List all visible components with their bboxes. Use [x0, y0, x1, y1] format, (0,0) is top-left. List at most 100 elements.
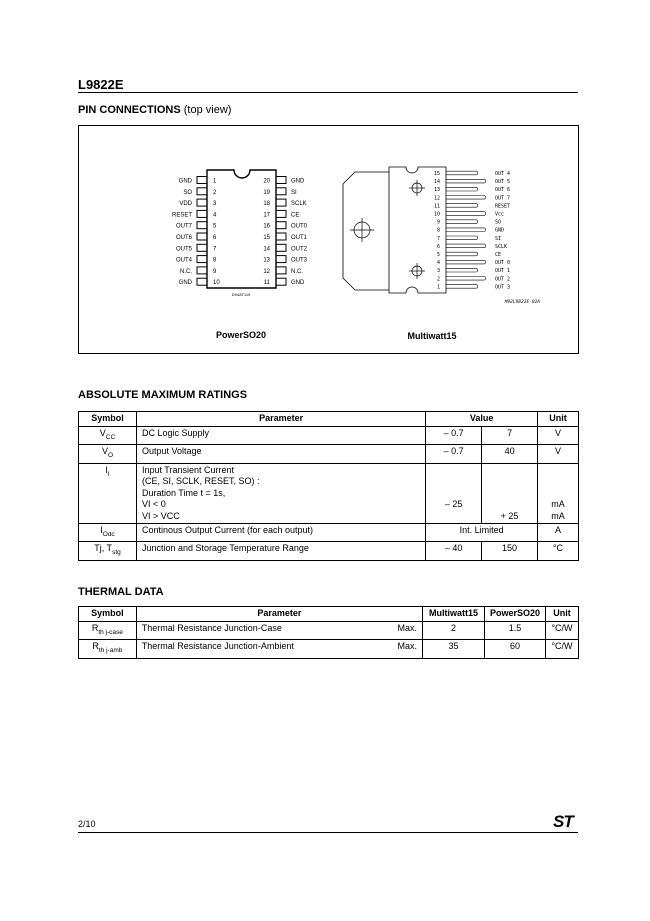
pin-lead [446, 276, 487, 281]
pin-lead [446, 227, 487, 232]
parameter-cell: Junction and Storage Temperature Range [135, 541, 427, 561]
pin-name: GND [179, 280, 193, 286]
pin-name: GND [291, 179, 305, 185]
pin-number: 3 [213, 201, 217, 207]
pin-number: 4 [437, 260, 440, 266]
min-value: – 25 [444, 499, 463, 510]
parameter-line: Output Voltage [141, 446, 202, 457]
table-row: IOdc Continous Output Current (for each o… [78, 523, 579, 543]
symbol-cell: Rth j-case [78, 620, 137, 641]
symbol-subscript: I [107, 470, 110, 478]
pin-lead [275, 176, 287, 184]
symbol: V [99, 428, 106, 438]
pin-name: OUT 1 [495, 268, 510, 274]
pin-number: 6 [437, 244, 440, 250]
table-row: VO Output Voltage – 0.7 40 V [78, 444, 579, 464]
max-value-cell: 150 [481, 541, 539, 561]
unit-cell: °C/W [544, 620, 580, 641]
header-parameter: Parameter [135, 606, 424, 622]
pin-lead [446, 219, 479, 224]
heading-subtitle: (top view) [183, 104, 232, 116]
header-symbol: Symbol [78, 411, 137, 427]
pin-name: CE [495, 252, 501, 258]
max-value-cell: 40 [481, 444, 539, 464]
pin-number: 9 [213, 269, 217, 275]
pin-lead [446, 170, 479, 176]
header-unit: Unit [544, 606, 580, 622]
pin-number: 15 [263, 235, 270, 241]
pin-lead [275, 209, 287, 218]
pin-lead [275, 198, 287, 207]
pin-number: 11 [264, 280, 271, 286]
pin-name: OUT 0 [495, 260, 510, 266]
pin-lead [196, 209, 208, 218]
pin-number: 19 [263, 190, 270, 196]
unit-cell: A [537, 523, 579, 543]
symbol-subscript: stg [112, 549, 121, 557]
pin-name: OUT 6 [495, 187, 510, 193]
pin-name: GND [179, 179, 193, 185]
title-rule [78, 92, 578, 93]
symbol-subscript: th j-case [98, 628, 123, 636]
pin-name: OUT 2 [495, 276, 510, 282]
pin-number: 18 [263, 201, 270, 207]
pin-name: OUT0 [291, 224, 308, 230]
max-label: Max. [397, 623, 417, 633]
parameter-cell: Thermal Resistance Junction-Ambient Max. [135, 639, 424, 659]
parameter-line: DC Logic Supply [141, 428, 209, 438]
table-header-row: Symbol Parameter Value Unit [78, 411, 579, 427]
pin-name: Vcc [495, 212, 504, 218]
header-powerso20: PowerSO20 [483, 606, 546, 622]
symbol-cell: VO [78, 444, 137, 464]
pin-lead [196, 243, 208, 252]
pin-lead [275, 187, 287, 196]
pin-number: 8 [437, 228, 440, 234]
pin-number: 6 [213, 235, 217, 241]
pin-lead [446, 251, 479, 257]
pin-name: OUT1 [291, 235, 308, 241]
multiwatt15-label: Multiwatt15 [407, 331, 456, 341]
pin-lead [196, 187, 208, 196]
symbol-cell: Rth j-amb [78, 639, 137, 659]
pin-name: CE [291, 212, 299, 218]
pin-name: VDD [179, 201, 192, 207]
multiwatt15-value: 35 [422, 639, 485, 659]
pin-number: 16 [263, 224, 270, 230]
powerso20-value: 60 [483, 639, 546, 659]
symbol: R [92, 641, 99, 652]
symbol-subscript: CC [105, 433, 116, 441]
symbol-subscript: Odc [102, 530, 115, 538]
symbol: Tj, T [94, 543, 113, 554]
pin-lead [275, 266, 287, 275]
pin-name: RESET [495, 203, 510, 209]
pin-lead [196, 176, 208, 184]
unit: mA [551, 510, 565, 521]
pin-lead [446, 268, 479, 273]
powerso20-diagram: GND 1 SO 2 VDD 3 RESET 4 OUT7 5 OUT6 6 OUT5 7 OUT4 8 N.C… [172, 169, 308, 289]
parameter-line: Input Transient Current [141, 464, 235, 475]
parameter-line: Junction and Storage Temperature Range [141, 543, 309, 554]
parameter-cell: Input Transient Current (CE, SI, SCLK, RE… [135, 462, 427, 525]
symbol-cell: Tj, Tstg [78, 541, 137, 561]
abs-max-heading: ABSOLUTE MAXIMUM RATINGS [78, 389, 248, 401]
powerso20-code: D94AT119 [232, 292, 251, 297]
pin-name: OUT5 [176, 246, 193, 252]
pin-lead [196, 255, 208, 264]
parameter-cell: Output Voltage [135, 444, 427, 464]
heading-text: PIN CONNECTIONS [78, 104, 181, 116]
pin-number: 8 [213, 258, 217, 264]
pin-lead [446, 187, 479, 192]
min-value-cell: – 40 [425, 541, 483, 561]
pin-name: OUT 5 [495, 179, 510, 185]
thermal-heading: THERMAL DATA [78, 586, 164, 598]
page-number: 2/10 [78, 819, 96, 829]
header-parameter: Parameter [135, 411, 427, 427]
pin-number: 5 [437, 252, 440, 258]
multiwatt15-value: 2 [422, 620, 485, 641]
pin-lead [275, 221, 287, 230]
min-value-cell: – 0.7 [425, 444, 483, 464]
header-symbol: Symbol [78, 606, 137, 622]
thermal-table: Symbol Parameter Multiwatt15 PowerSO20 U… [78, 606, 580, 659]
symbol-subscript: th j-amb [98, 647, 123, 655]
